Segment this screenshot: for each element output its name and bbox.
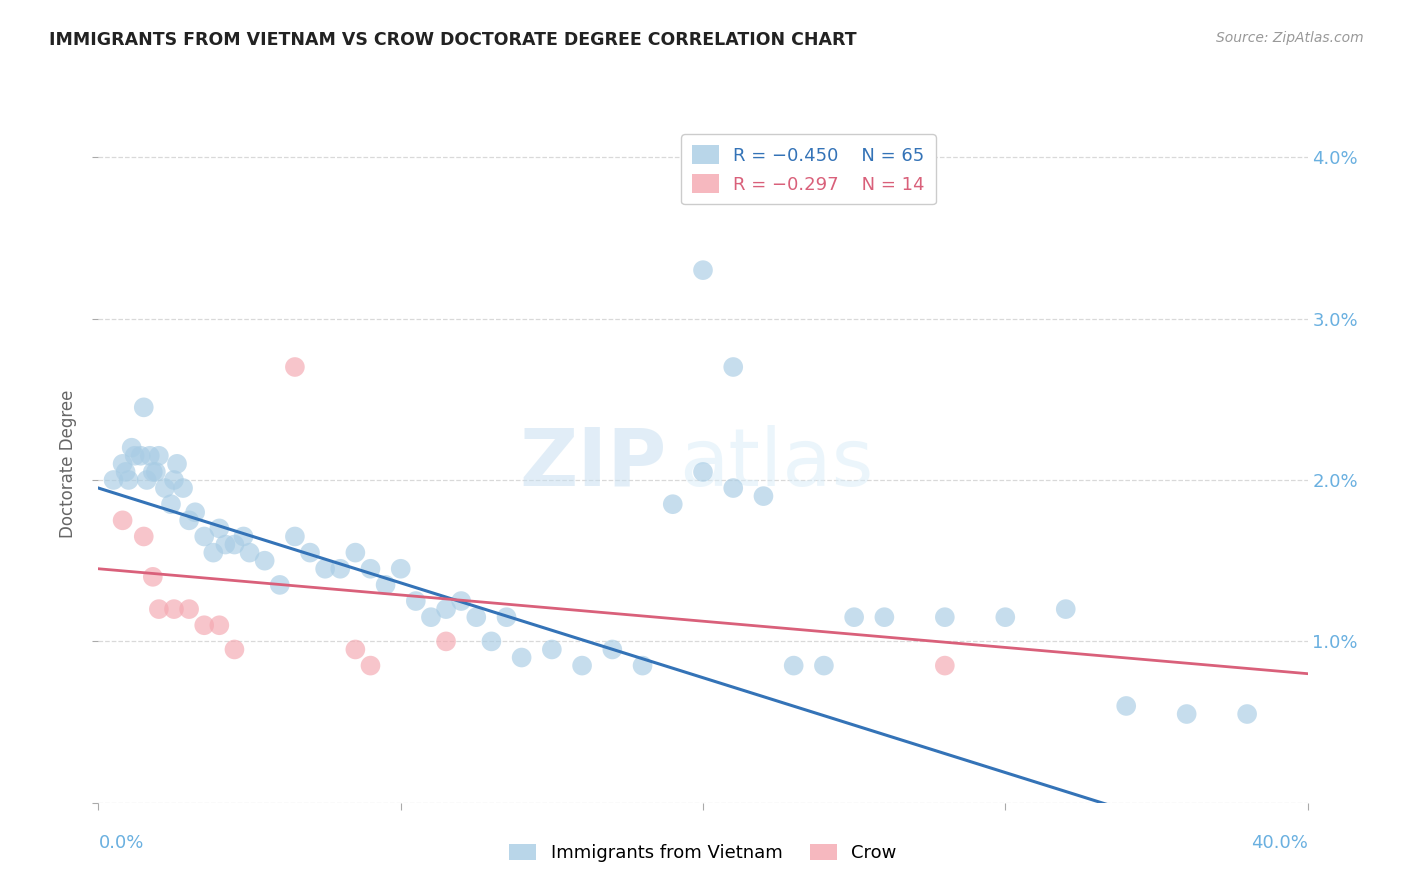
Point xyxy=(284,359,307,374)
Point xyxy=(602,642,624,657)
Point xyxy=(844,610,866,624)
Point xyxy=(184,505,207,519)
Point xyxy=(299,546,322,560)
Point xyxy=(129,449,152,463)
Point xyxy=(934,610,956,624)
Text: Source: ZipAtlas.com: Source: ZipAtlas.com xyxy=(1216,31,1364,45)
Point xyxy=(284,529,307,543)
Point xyxy=(269,578,291,592)
Point xyxy=(118,473,141,487)
Point xyxy=(145,465,167,479)
Point xyxy=(374,578,396,592)
Point xyxy=(420,610,443,624)
Point xyxy=(239,546,262,560)
Point xyxy=(662,497,685,511)
Point xyxy=(813,658,835,673)
Point xyxy=(540,642,562,657)
Point xyxy=(148,602,170,616)
Point xyxy=(994,610,1017,624)
Point xyxy=(510,650,533,665)
Point xyxy=(1175,706,1198,721)
Point xyxy=(405,594,427,608)
Point xyxy=(124,449,146,463)
Point xyxy=(329,562,352,576)
Point xyxy=(202,546,225,560)
Point xyxy=(934,658,956,673)
Point xyxy=(571,658,593,673)
Point xyxy=(148,449,170,463)
Point xyxy=(253,554,276,568)
Point xyxy=(465,610,488,624)
Point xyxy=(224,642,246,657)
Point xyxy=(142,570,165,584)
Legend: Immigrants from Vietnam, Crow: Immigrants from Vietnam, Crow xyxy=(502,837,904,870)
Point xyxy=(1236,706,1258,721)
Point xyxy=(224,537,246,551)
Text: ZIP: ZIP xyxy=(519,425,666,503)
Point xyxy=(142,465,165,479)
Point xyxy=(132,401,155,415)
Point xyxy=(692,263,714,277)
Point xyxy=(434,602,457,616)
Point xyxy=(135,473,157,487)
Point xyxy=(692,465,714,479)
Point xyxy=(723,359,745,374)
Point xyxy=(232,529,254,543)
Point xyxy=(1054,602,1077,616)
Point xyxy=(208,521,231,535)
Point xyxy=(193,618,215,632)
Point xyxy=(179,513,201,527)
Point xyxy=(103,473,125,487)
Text: IMMIGRANTS FROM VIETNAM VS CROW DOCTORATE DEGREE CORRELATION CHART: IMMIGRANTS FROM VIETNAM VS CROW DOCTORAT… xyxy=(49,31,856,49)
Point xyxy=(214,537,236,551)
Point xyxy=(1115,698,1137,713)
Point xyxy=(873,610,896,624)
Point xyxy=(166,457,188,471)
Point xyxy=(783,658,806,673)
Point xyxy=(344,642,367,657)
Text: 40.0%: 40.0% xyxy=(1251,834,1308,852)
Point xyxy=(179,602,201,616)
Point xyxy=(360,658,382,673)
Point xyxy=(723,481,745,495)
Point xyxy=(344,546,367,560)
Point xyxy=(153,481,176,495)
Point xyxy=(160,497,183,511)
Point xyxy=(121,441,143,455)
Point xyxy=(163,473,186,487)
Point xyxy=(631,658,654,673)
Point xyxy=(114,465,136,479)
Y-axis label: Doctorate Degree: Doctorate Degree xyxy=(59,390,77,538)
Point xyxy=(208,618,231,632)
Text: atlas: atlas xyxy=(679,425,873,503)
Point xyxy=(389,562,412,576)
Point xyxy=(172,481,194,495)
Point xyxy=(450,594,472,608)
Point xyxy=(139,449,162,463)
Point xyxy=(495,610,517,624)
Point xyxy=(111,513,134,527)
Point xyxy=(111,457,134,471)
Point xyxy=(360,562,382,576)
Point xyxy=(752,489,775,503)
Point xyxy=(132,529,155,543)
Point xyxy=(193,529,215,543)
Point xyxy=(314,562,336,576)
Point xyxy=(163,602,186,616)
Legend: R = −0.450    N = 65, R = −0.297    N = 14: R = −0.450 N = 65, R = −0.297 N = 14 xyxy=(681,134,936,204)
Point xyxy=(434,634,457,648)
Point xyxy=(481,634,503,648)
Text: 0.0%: 0.0% xyxy=(98,834,143,852)
